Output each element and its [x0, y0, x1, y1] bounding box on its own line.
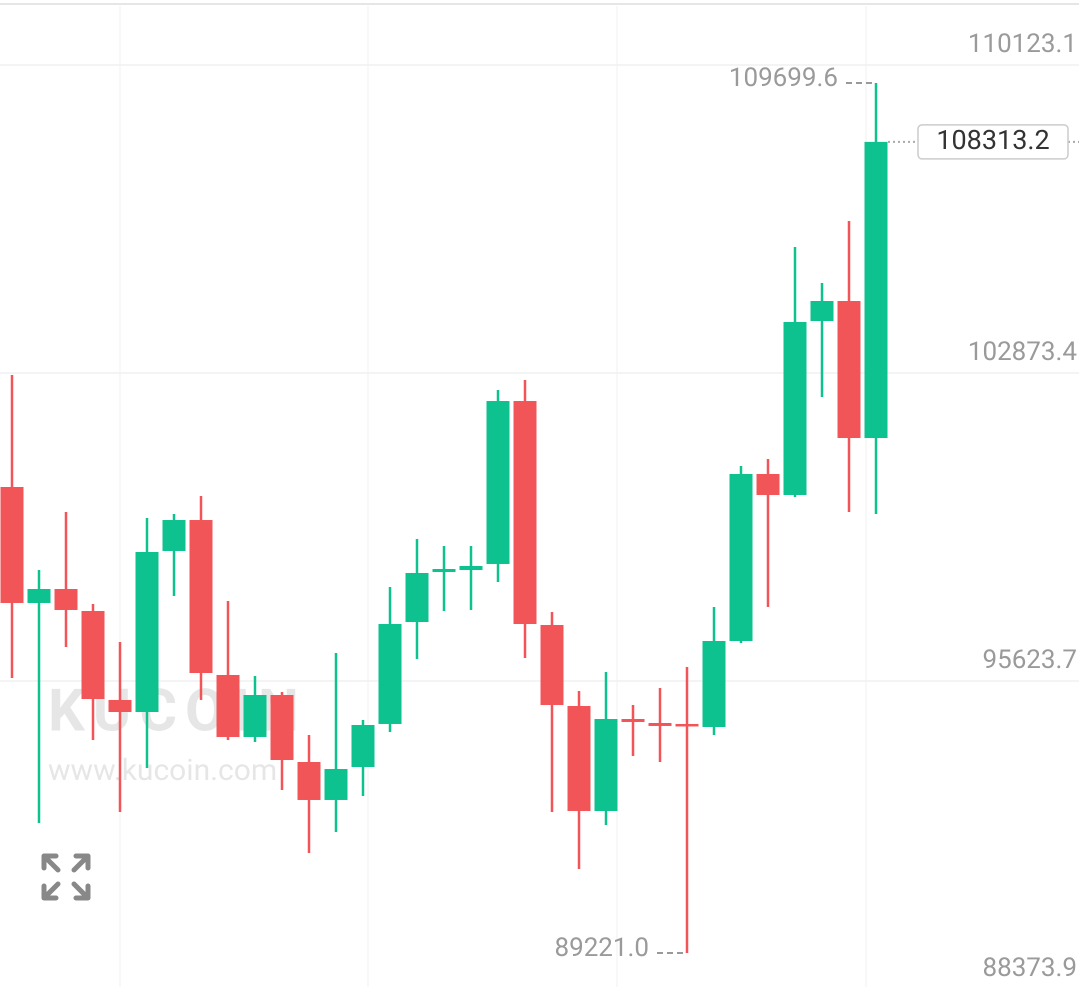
candle-body [243, 695, 267, 737]
candle-body [756, 473, 780, 495]
candle-body [648, 723, 672, 726]
candle-body [324, 769, 348, 800]
candle-body [513, 401, 537, 625]
candle-body [135, 552, 159, 712]
candle-body [594, 719, 618, 811]
candle-body [378, 624, 402, 724]
candle-body [405, 572, 429, 623]
candle-body [432, 568, 456, 573]
last-price-label: 108313.2 [936, 124, 1049, 156]
candle-body [162, 520, 186, 551]
candle-body [108, 699, 132, 712]
watermark-url: www.kucoin.com [48, 753, 277, 788]
candle-body [837, 301, 861, 439]
candle-body [864, 141, 888, 439]
candle-body [189, 520, 213, 673]
candle-body [729, 473, 753, 642]
candle-body [621, 719, 645, 722]
candle-body [702, 641, 726, 727]
annotation-label: 89221.0 [554, 933, 649, 963]
candle-body [486, 401, 510, 564]
candle-body [783, 321, 807, 495]
candle-body [351, 724, 375, 768]
candle-body [540, 624, 564, 705]
candle-body [297, 762, 321, 800]
y-tick-label: 102873.4 [968, 337, 1078, 367]
candle-body [810, 301, 834, 322]
y-tick-label: 95623.7 [982, 645, 1077, 675]
y-tick-label: 88373.9 [982, 953, 1077, 983]
candle-body [459, 565, 483, 571]
plot: 110123.1 102873.4 95623.7 88373.9 109699.6 89… [0, 29, 1079, 983]
annotation-label: 109699.6 [729, 63, 838, 93]
candle-body [27, 589, 51, 603]
candle-body [270, 695, 294, 761]
candle-body [675, 723, 699, 727]
y-tick-label: 110123.1 [968, 29, 1077, 59]
candle-body [0, 486, 24, 603]
fullscreen-glyph[interactable] [41, 853, 91, 901]
last-price-box [917, 124, 1069, 160]
candle-body [216, 674, 240, 737]
candle-body [54, 589, 78, 610]
candle-body [567, 706, 591, 811]
fullscreen-icon[interactable] [41, 853, 91, 901]
candle-body [81, 611, 105, 699]
